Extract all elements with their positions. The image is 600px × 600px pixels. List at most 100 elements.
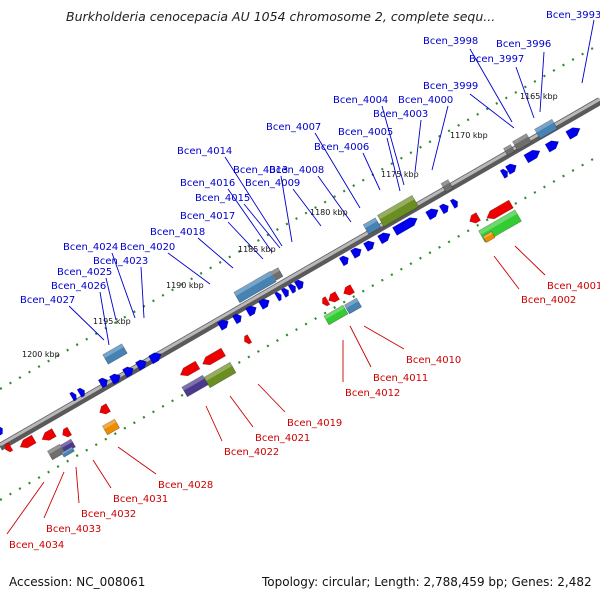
reverse-gene-arrow[interactable] bbox=[18, 434, 37, 451]
forward-gene-arrow[interactable] bbox=[148, 350, 164, 365]
feature-steelblue[interactable] bbox=[344, 297, 362, 315]
feature-olive[interactable] bbox=[203, 361, 237, 389]
forward-gene-arrow[interactable] bbox=[363, 239, 376, 252]
gene-label-upper[interactable]: Bcen_4009 bbox=[245, 178, 300, 189]
gene-label-lower[interactable]: Bcen_4012 bbox=[345, 388, 400, 399]
forward-gene-arrow[interactable] bbox=[280, 287, 291, 298]
gene-label-lower[interactable]: Bcen_4001 bbox=[547, 281, 600, 292]
gene-label-upper[interactable]: Bcen_4015 bbox=[195, 193, 250, 204]
chromosome-backbone bbox=[0, 97, 600, 451]
forward-gene-arrow[interactable] bbox=[0, 425, 5, 436]
gene-label-upper[interactable]: Bcen_4026 bbox=[51, 281, 106, 292]
reverse-gene-arrow[interactable] bbox=[40, 428, 57, 444]
feature-green[interactable] bbox=[323, 304, 349, 326]
gene-label-lower[interactable]: Bcen_4034 bbox=[9, 540, 64, 551]
feature-purple[interactable] bbox=[181, 374, 209, 398]
forward-gene-arrow[interactable] bbox=[425, 206, 441, 221]
forward-gene-arrow[interactable] bbox=[69, 391, 79, 402]
gene-label-lower[interactable]: Bcen_4010 bbox=[406, 355, 461, 366]
feature-gray[interactable] bbox=[47, 443, 65, 461]
gene-label-upper[interactable]: Bcen_4020 bbox=[120, 242, 175, 253]
feature-gray[interactable] bbox=[270, 267, 284, 281]
forward-gene-arrow[interactable] bbox=[338, 254, 350, 267]
gene-label-upper[interactable]: Bcen_4004 bbox=[333, 95, 388, 106]
forward-gene-arrow[interactable] bbox=[523, 147, 542, 164]
feature-gray[interactable] bbox=[503, 144, 515, 156]
gene-label-upper[interactable]: Bcen_4003 bbox=[373, 109, 428, 120]
reverse-gene-arrow[interactable] bbox=[60, 426, 73, 439]
gene-label-lower[interactable]: Bcen_4021 bbox=[255, 433, 310, 444]
gene-label-upper[interactable]: Bcen_4014 bbox=[177, 146, 232, 157]
feature-steelblue[interactable] bbox=[534, 118, 558, 140]
forward-gene-arrow[interactable] bbox=[135, 358, 148, 371]
gene-label-upper[interactable]: Bcen_4024 bbox=[63, 242, 118, 253]
forward-gene-arrow[interactable] bbox=[258, 297, 271, 310]
gene-label-lower[interactable]: Bcen_4028 bbox=[158, 480, 213, 491]
reverse-gene-arrow[interactable] bbox=[200, 347, 226, 368]
gene-label-upper[interactable]: Bcen_3999 bbox=[423, 81, 478, 92]
forward-gene-arrow[interactable] bbox=[293, 278, 305, 291]
reverse-gene-arrow[interactable] bbox=[97, 403, 111, 417]
forward-gene-arrow[interactable] bbox=[499, 168, 510, 179]
forward-gene-arrow[interactable] bbox=[438, 202, 450, 215]
reverse-gene-arrow[interactable] bbox=[485, 199, 514, 222]
gene-label-upper[interactable]: Bcen_4027 bbox=[20, 295, 75, 306]
forward-gene-arrow[interactable] bbox=[76, 387, 87, 398]
forward-gene-arrow[interactable] bbox=[449, 198, 460, 209]
forward-gene-arrow[interactable] bbox=[377, 230, 393, 245]
forward-gene-arrow[interactable] bbox=[544, 138, 561, 153]
gene-label-lower[interactable]: Bcen_4002 bbox=[521, 295, 576, 306]
feature-steelblue[interactable] bbox=[102, 343, 128, 365]
reverse-gene-arrow[interactable] bbox=[178, 360, 201, 379]
gene-label-upper[interactable]: Bcen_4023 bbox=[93, 256, 148, 267]
feature-steelblue[interactable] bbox=[233, 270, 277, 304]
gene-label-upper[interactable]: Bcen_3998 bbox=[423, 36, 478, 47]
gene-label-upper[interactable]: Bcen_3993 bbox=[546, 10, 600, 21]
gene-label-lower[interactable]: Bcen_4011 bbox=[373, 373, 428, 384]
gene-label-lower[interactable]: Bcen_4031 bbox=[113, 494, 168, 505]
forward-gene-arrow[interactable] bbox=[392, 215, 419, 236]
gene-label-upper[interactable]: Bcen_4005 bbox=[338, 127, 393, 138]
reverse-gene-arrow[interactable] bbox=[341, 284, 355, 298]
forward-gene-arrow[interactable] bbox=[231, 312, 243, 325]
forward-gene-arrow[interactable] bbox=[505, 162, 518, 175]
reverse-gene-arrow[interactable] bbox=[467, 212, 481, 226]
feature-orange[interactable] bbox=[102, 418, 120, 436]
feature-gray[interactable] bbox=[512, 133, 532, 151]
feature-gray[interactable] bbox=[440, 179, 454, 193]
gene-label-upper[interactable]: Bcen_4016 bbox=[180, 178, 235, 189]
forward-gene-arrow[interactable] bbox=[287, 283, 298, 294]
forward-gene-arrow[interactable] bbox=[122, 365, 135, 378]
gene-label-lower[interactable]: Bcen_4019 bbox=[287, 418, 342, 429]
forward-gene-arrow[interactable] bbox=[565, 125, 583, 140]
forward-gene-arrow[interactable] bbox=[350, 246, 363, 259]
gene-label-upper[interactable]: Bcen_4017 bbox=[180, 211, 235, 222]
gene-label-upper[interactable]: Bcen_4006 bbox=[314, 142, 369, 153]
forward-gene-arrow[interactable] bbox=[245, 304, 258, 317]
feature-olive[interactable] bbox=[377, 194, 419, 228]
reverse-gene-arrow[interactable] bbox=[326, 291, 340, 305]
reverse-gene-arrow[interactable] bbox=[320, 296, 331, 308]
feature-steelblue[interactable] bbox=[61, 446, 75, 458]
forward-gene-arrow[interactable] bbox=[274, 291, 284, 302]
reverse-gene-arrow[interactable] bbox=[242, 334, 253, 346]
gene-label-lower[interactable]: Bcen_4033 bbox=[46, 524, 101, 535]
forward-gene-arrow[interactable] bbox=[109, 372, 122, 385]
forward-gene-arrow[interactable] bbox=[97, 376, 109, 389]
gene-label-upper-leader bbox=[539, 51, 545, 113]
gene-label-upper[interactable]: Bcen_3996 bbox=[496, 39, 551, 50]
forward-gene-arrow[interactable] bbox=[217, 318, 230, 331]
gene-label-upper[interactable]: Bcen_4013 bbox=[233, 165, 288, 176]
gene-label-upper[interactable]: Bcen_4025 bbox=[57, 267, 112, 278]
gene-label-upper[interactable]: Bcen_4018 bbox=[150, 227, 205, 238]
gene-label-upper[interactable]: Bcen_4008 bbox=[269, 165, 324, 176]
gene-label-lower[interactable]: Bcen_4032 bbox=[81, 509, 136, 520]
gene-label-upper[interactable]: Bcen_4007 bbox=[266, 122, 321, 133]
gene-label-upper[interactable]: Bcen_4000 bbox=[398, 95, 453, 106]
feature-steelblue[interactable] bbox=[362, 217, 382, 235]
gene-label-upper[interactable]: Bcen_3997 bbox=[469, 54, 524, 65]
reverse-gene-arrow[interactable] bbox=[3, 442, 14, 454]
gene-label-lower[interactable]: Bcen_4022 bbox=[224, 447, 279, 458]
feature-orange[interactable] bbox=[482, 231, 496, 243]
